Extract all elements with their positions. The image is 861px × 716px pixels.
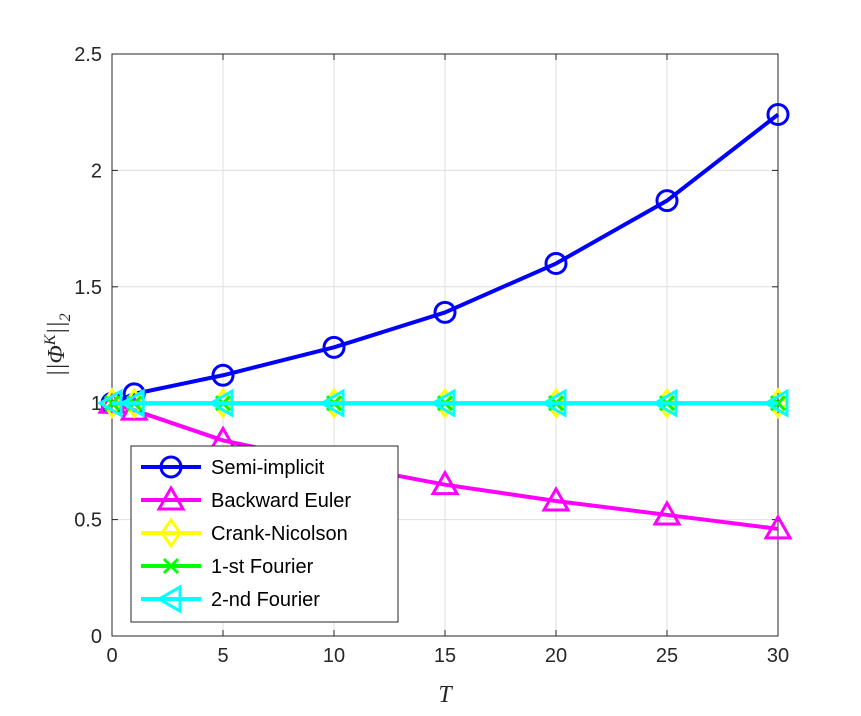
data-point	[766, 103, 790, 127]
legend-marker	[159, 455, 183, 479]
data-point	[762, 388, 789, 418]
legend-item-backward-euler: Backward Euler	[141, 484, 351, 512]
legend: Semi-implicit Backward Euler Crank-Nicolso…	[130, 445, 399, 623]
data-point	[540, 388, 567, 418]
legend-label: Backward Euler	[211, 490, 351, 512]
legend-label: 1-st Fourier	[211, 556, 314, 578]
legend-marker	[160, 517, 182, 549]
x-tick-label: 0	[106, 645, 117, 667]
data-point	[541, 485, 571, 512]
data-point	[207, 388, 234, 418]
data-point	[655, 189, 679, 213]
y-axis-title: ||ΦK||2	[42, 313, 74, 376]
data-point	[430, 469, 460, 496]
data-point	[651, 388, 678, 418]
legend-item-semi-implicit: Semi-implicit	[141, 455, 325, 479]
x-tick-label: 20	[545, 645, 567, 667]
data-point	[763, 513, 793, 540]
data-point	[652, 499, 682, 526]
legend-label: Semi-implicit	[211, 457, 325, 479]
data-point	[429, 388, 456, 418]
legend-item-2-nd-fourier: 2-nd Fourier	[141, 584, 320, 614]
data-point	[322, 335, 346, 359]
legend-marker	[155, 584, 182, 614]
x-tick-label: 15	[434, 645, 456, 667]
y-tick-label: 0	[91, 626, 102, 648]
data-point	[318, 388, 345, 418]
data-point	[544, 252, 568, 276]
y-tick-label: 0.5	[74, 510, 102, 532]
x-axis-title: T	[438, 682, 453, 708]
legend-marker	[156, 484, 186, 511]
legend-label: Crank-Nicolson	[211, 523, 348, 545]
y-tick-label: 1.5	[74, 277, 102, 299]
legend-marker	[162, 557, 180, 575]
x-tick-label: 30	[767, 645, 789, 667]
data-point	[119, 388, 145, 418]
legend-item-crank-nicolson: Crank-Nicolson	[141, 517, 348, 549]
series-2-nd-fourier	[96, 388, 789, 418]
x-tick-label: 25	[656, 645, 678, 667]
data-point	[433, 300, 457, 324]
series-group	[96, 103, 793, 540]
x-tick-label: 5	[217, 645, 228, 667]
y-tick-label: 1	[91, 393, 102, 415]
legend-item-1-st-fourier: 1-st Fourier	[141, 556, 314, 578]
axes: 0 5 10 15 20 25 30 0 0.5 1 1.5 2 2.5 T ||ΦK||2	[42, 44, 789, 708]
legend-label: 2-nd Fourier	[211, 589, 320, 611]
data-point	[211, 363, 235, 387]
y-tick-label: 2.5	[74, 44, 102, 66]
x-tick-label: 10	[323, 645, 345, 667]
series-line	[111, 112, 780, 406]
y-tick-label: 2	[91, 160, 102, 182]
